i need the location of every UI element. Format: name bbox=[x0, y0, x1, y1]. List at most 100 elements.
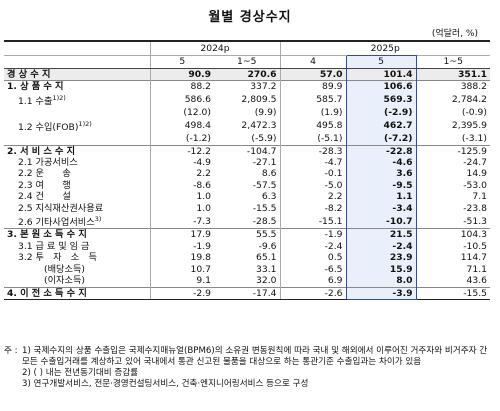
cell-highlight: -3.4 bbox=[345, 202, 417, 214]
cell-value: 585.7 bbox=[279, 92, 346, 108]
page-title: 월별 경상수지 bbox=[208, 10, 292, 25]
row-label: 경 상 수 지 bbox=[4, 68, 150, 81]
cell-value: -4.9 bbox=[149, 156, 214, 169]
cell-value: -125.9 bbox=[416, 144, 490, 157]
header-col-highlight: 5 bbox=[345, 55, 417, 69]
header-col: 4 bbox=[279, 55, 346, 69]
unit-label: (억달러, %) bbox=[431, 29, 478, 39]
cell-value: -28.5 bbox=[252, 215, 277, 227]
cell-value: 7.1 bbox=[472, 191, 487, 203]
table-row: 경 상 수 지 90.9 270.6 57.0 101.4 351.1 bbox=[4, 68, 490, 81]
table-row: 1.1 수출1)2) 586.6 2,809.5 585.7 569.3 2,784.2 bbox=[4, 92, 490, 108]
cell-highlight: -9.5 bbox=[345, 179, 417, 192]
cell-highlight: -3.9 bbox=[345, 286, 417, 300]
cell-value: -0.1 bbox=[279, 168, 346, 180]
cell-highlight: 106.6 bbox=[345, 80, 417, 93]
cell-value: (1.9) bbox=[279, 107, 346, 119]
row-label: 1.1 수출1)2) bbox=[18, 93, 66, 107]
cell-value: 65.1 bbox=[256, 252, 277, 264]
cell-value: -15.1 bbox=[279, 214, 346, 229]
cell-value: 498.4 bbox=[149, 118, 214, 134]
table-row: 3.2 투 자 소 득 19.8 65.1 0.5 23.9 114.7 bbox=[4, 252, 490, 264]
cell-value: -10.5 bbox=[463, 240, 487, 252]
cell-value: -6.5 bbox=[279, 263, 346, 276]
cell-value: -4.7 bbox=[279, 156, 346, 169]
row-label: 2.5 지식재산권사용료 bbox=[18, 202, 104, 214]
cell-value: 71.1 bbox=[466, 263, 487, 275]
row-label: 2.6 기타사업서비스3) bbox=[18, 215, 102, 229]
cell-value: 17.9 bbox=[149, 228, 214, 241]
cell-highlight: 569.3 bbox=[345, 92, 417, 108]
cell-value: 8.6 bbox=[261, 168, 277, 180]
footnote-ref: 3) bbox=[94, 215, 102, 223]
cell-value: 586.6 bbox=[149, 92, 214, 108]
cell-value: 2,395.9 bbox=[451, 120, 487, 132]
cell-value: (-3.1) bbox=[461, 133, 487, 145]
cell-value: (-1.2) bbox=[149, 133, 214, 146]
cell-highlight: -22.8 bbox=[345, 144, 417, 157]
header-col: 1~5 bbox=[416, 55, 490, 69]
cell-value: 6.9 bbox=[279, 275, 346, 287]
row-label: 2.4 건 설 bbox=[18, 191, 71, 203]
row-label: 3.2 투 자 소 득 bbox=[18, 252, 97, 264]
header-col: 1~5 bbox=[214, 55, 280, 69]
cell-highlight: 462.7 bbox=[345, 118, 417, 134]
cell-value: -27.1 bbox=[252, 156, 277, 168]
header-2024: 2024p bbox=[149, 40, 280, 56]
cell-value: 270.6 bbox=[214, 68, 280, 81]
cell-value: -15.5 bbox=[252, 202, 277, 214]
cell-value: -104.7 bbox=[214, 144, 280, 157]
cell-value: -9.6 bbox=[258, 240, 277, 252]
table-row: 2. 서 비 스 수 지 -12.2 -104.7 -28.3 -22.8 -125.9 bbox=[4, 144, 490, 157]
cell-highlight: -2.4 bbox=[345, 240, 417, 253]
table-row: 2.2 운 송 2.2 8.6 -0.1 3.6 14.9 bbox=[4, 168, 490, 180]
footnote-2: 2) ( ) 내는 전년동기대비 증감률 bbox=[22, 368, 139, 378]
cell-value: 2.2 bbox=[149, 168, 214, 180]
cell-value: -53.0 bbox=[463, 179, 487, 191]
row-label: (배당소득) bbox=[44, 263, 85, 275]
row-label: 3.1 급 료 및 임 금 bbox=[18, 240, 90, 252]
cell-value: 9.1 bbox=[149, 275, 214, 287]
cell-value: 1.0 bbox=[149, 191, 214, 203]
cell-value: 495.8 bbox=[279, 118, 346, 134]
cell-value: -28.3 bbox=[279, 144, 346, 157]
footnote-3: 3) 연구개발서비스, 전문·경영컨설팅서비스, 건축·엔지니어링서비스 등으로… bbox=[22, 379, 309, 389]
cell-value: 0.5 bbox=[279, 252, 346, 264]
row-label bbox=[4, 107, 150, 118]
cell-value: -17.4 bbox=[214, 286, 280, 300]
cell-value: 6.3 bbox=[261, 191, 277, 203]
cell-highlight: 3.6 bbox=[345, 168, 417, 180]
table-row: (-1.2) (-5.9) (-5.1) (-7.2) (-3.1) bbox=[4, 133, 490, 146]
cell-value: -1.9 bbox=[279, 228, 346, 241]
row-label: 2. 서 비 스 수 지 bbox=[4, 144, 150, 157]
cell-value: -7.3 bbox=[149, 214, 214, 229]
cell-value: 33.1 bbox=[256, 263, 277, 275]
cell-value: 2,472.3 bbox=[241, 120, 277, 132]
header-col: 5 bbox=[149, 55, 214, 69]
row-label: 3. 본 원 소 득 수 지 bbox=[4, 228, 150, 241]
cell-value: (-0.9) bbox=[461, 107, 487, 119]
cell-value: 2,784.2 bbox=[451, 94, 487, 106]
row-label: 1.2 수입(FOB)1)2) bbox=[18, 119, 92, 133]
table-row: 3. 본 원 소 득 수 지 17.9 55.5 -1.9 21.5 104.3 bbox=[4, 228, 490, 241]
header-2025: 2025p bbox=[279, 40, 490, 56]
cell-value: -1.9 bbox=[149, 240, 214, 253]
cell-value: 32.0 bbox=[256, 275, 277, 287]
footnote-ref: 1)2) bbox=[52, 93, 66, 102]
cell-value: 10.7 bbox=[149, 263, 214, 276]
row-label: 1. 상 품 수 지 bbox=[4, 80, 150, 93]
table-row: 1. 상 품 수 지 88.2 337.2 89.9 106.6 388.2 bbox=[4, 80, 490, 93]
cell-value: 388.2 bbox=[416, 80, 490, 93]
cell-highlight: 15.9 bbox=[345, 263, 417, 276]
cell-value: 351.1 bbox=[416, 68, 490, 81]
cell-value: 1.0 bbox=[149, 202, 214, 214]
cell-value: -15.5 bbox=[416, 286, 490, 300]
table-row: (배당소득) 10.7 33.1 -6.5 15.9 71.1 bbox=[4, 263, 490, 276]
table-row: 2.1 가공서비스 -4.9 -27.1 -4.7 -4.6 -24.7 bbox=[4, 156, 490, 169]
footnotes: 주 : 1) 국제수지의 상품 수출입은 국제수지매뉴얼(BPM6)의 소유권 … bbox=[4, 346, 494, 390]
row-label: 2.3 여 행 bbox=[18, 179, 71, 191]
header-row-months: 5 1~5 4 5 1~5 bbox=[4, 55, 490, 69]
cell-value: 2.2 bbox=[279, 191, 346, 203]
table-body: 경 상 수 지 90.9 270.6 57.0 101.4 351.1 1. 상 품 수 지… bbox=[4, 68, 490, 300]
cell-value: -57.5 bbox=[252, 179, 277, 191]
